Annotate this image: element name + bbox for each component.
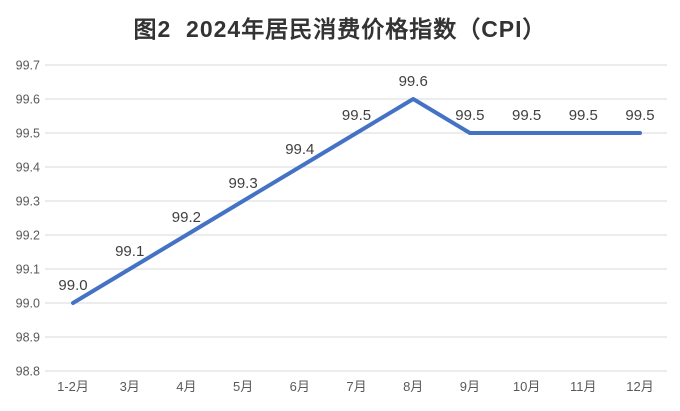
x-tick-label: 6月 — [290, 379, 310, 394]
data-label: 99.5 — [512, 107, 541, 124]
x-tick-label: 7月 — [346, 379, 366, 394]
y-tick-label: 99.1 — [16, 263, 40, 277]
y-tick-label: 99.7 — [16, 59, 40, 73]
data-label: 99.5 — [569, 107, 598, 124]
y-tick-label: 98.9 — [16, 331, 40, 345]
data-label: 99.4 — [285, 141, 314, 158]
y-tick-label: 99.5 — [16, 127, 40, 141]
x-tick-label: 11月 — [570, 379, 597, 394]
x-tick-label: 12月 — [626, 379, 653, 394]
data-label: 99.5 — [625, 107, 654, 124]
data-label: 99.6 — [399, 73, 428, 90]
x-tick-label: 4月 — [176, 379, 196, 394]
data-label: 99.3 — [228, 175, 257, 192]
x-tick-label: 8月 — [403, 379, 423, 394]
data-label: 99.1 — [115, 243, 144, 260]
x-tick-label: 5月 — [233, 379, 253, 394]
x-tick-label: 1-2月 — [57, 379, 89, 394]
data-label: 99.0 — [58, 277, 87, 294]
x-tick-label: 3月 — [120, 379, 140, 394]
y-tick-label: 99.2 — [16, 229, 40, 243]
data-label: 99.2 — [172, 209, 201, 226]
chart-title: 图2 2024年居民消费价格指数（CPI） — [133, 16, 547, 42]
y-tick-label: 99.3 — [16, 195, 40, 209]
y-tick-label: 99.4 — [16, 161, 40, 175]
data-label: 99.5 — [455, 107, 484, 124]
data-label: 99.5 — [342, 107, 371, 124]
y-tick-label: 99.0 — [16, 297, 40, 311]
x-tick-label: 10月 — [513, 379, 540, 394]
cpi-series-line — [71, 97, 642, 305]
y-tick-label: 98.8 — [16, 365, 40, 379]
x-tick-label: 9月 — [460, 379, 480, 394]
y-tick-label: 99.6 — [16, 93, 40, 107]
